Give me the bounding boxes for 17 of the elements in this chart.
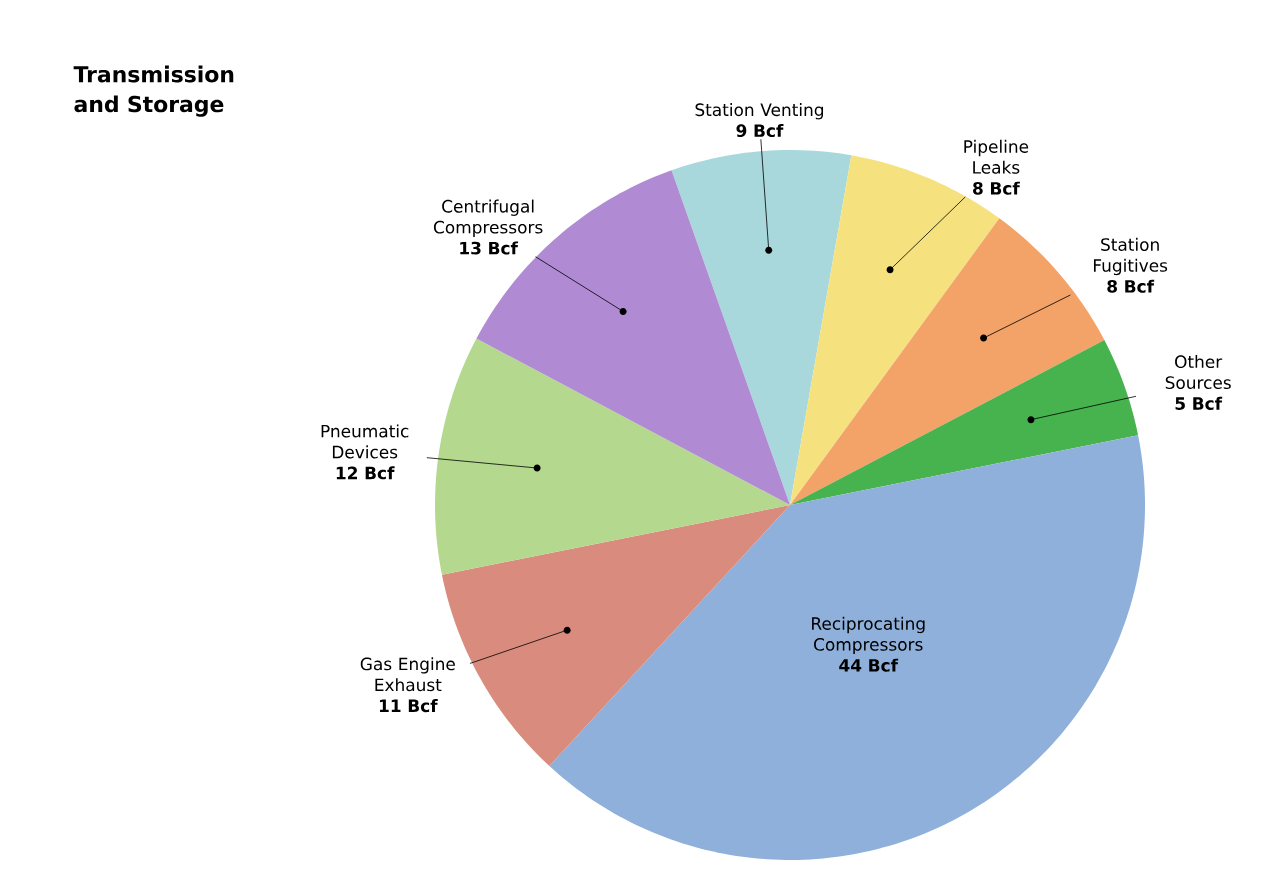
data-label: 13 Bcf: [460, 241, 519, 255]
slice-label: Pneumatic Devices: [321, 424, 409, 459]
slice-label: Centrifugal Compressors: [433, 199, 543, 237]
data-label: 44 Bcf: [839, 658, 899, 672]
data-label: 5 Bcf: [1175, 396, 1223, 410]
data-label: 9 Bcf: [736, 123, 784, 138]
slice-label: Other Sources: [1165, 355, 1231, 390]
slice-label: Pipeline Leaks: [964, 139, 1029, 174]
chart-title: Transmission and Storage: [73, 65, 234, 117]
data-label: 11 Bcf: [379, 699, 438, 713]
data-label: 12 Bcf: [336, 466, 395, 480]
slice-label: Station Fugitives: [1093, 237, 1168, 276]
data-label: 8 Bcf: [1107, 279, 1155, 293]
slice-label: Gas Engine Exhaust: [360, 657, 455, 692]
slice-label: Station Venting: [695, 103, 824, 120]
slice-label: Reciprocating Compressors: [812, 616, 925, 655]
data-label: 8 Bcf: [973, 181, 1020, 195]
